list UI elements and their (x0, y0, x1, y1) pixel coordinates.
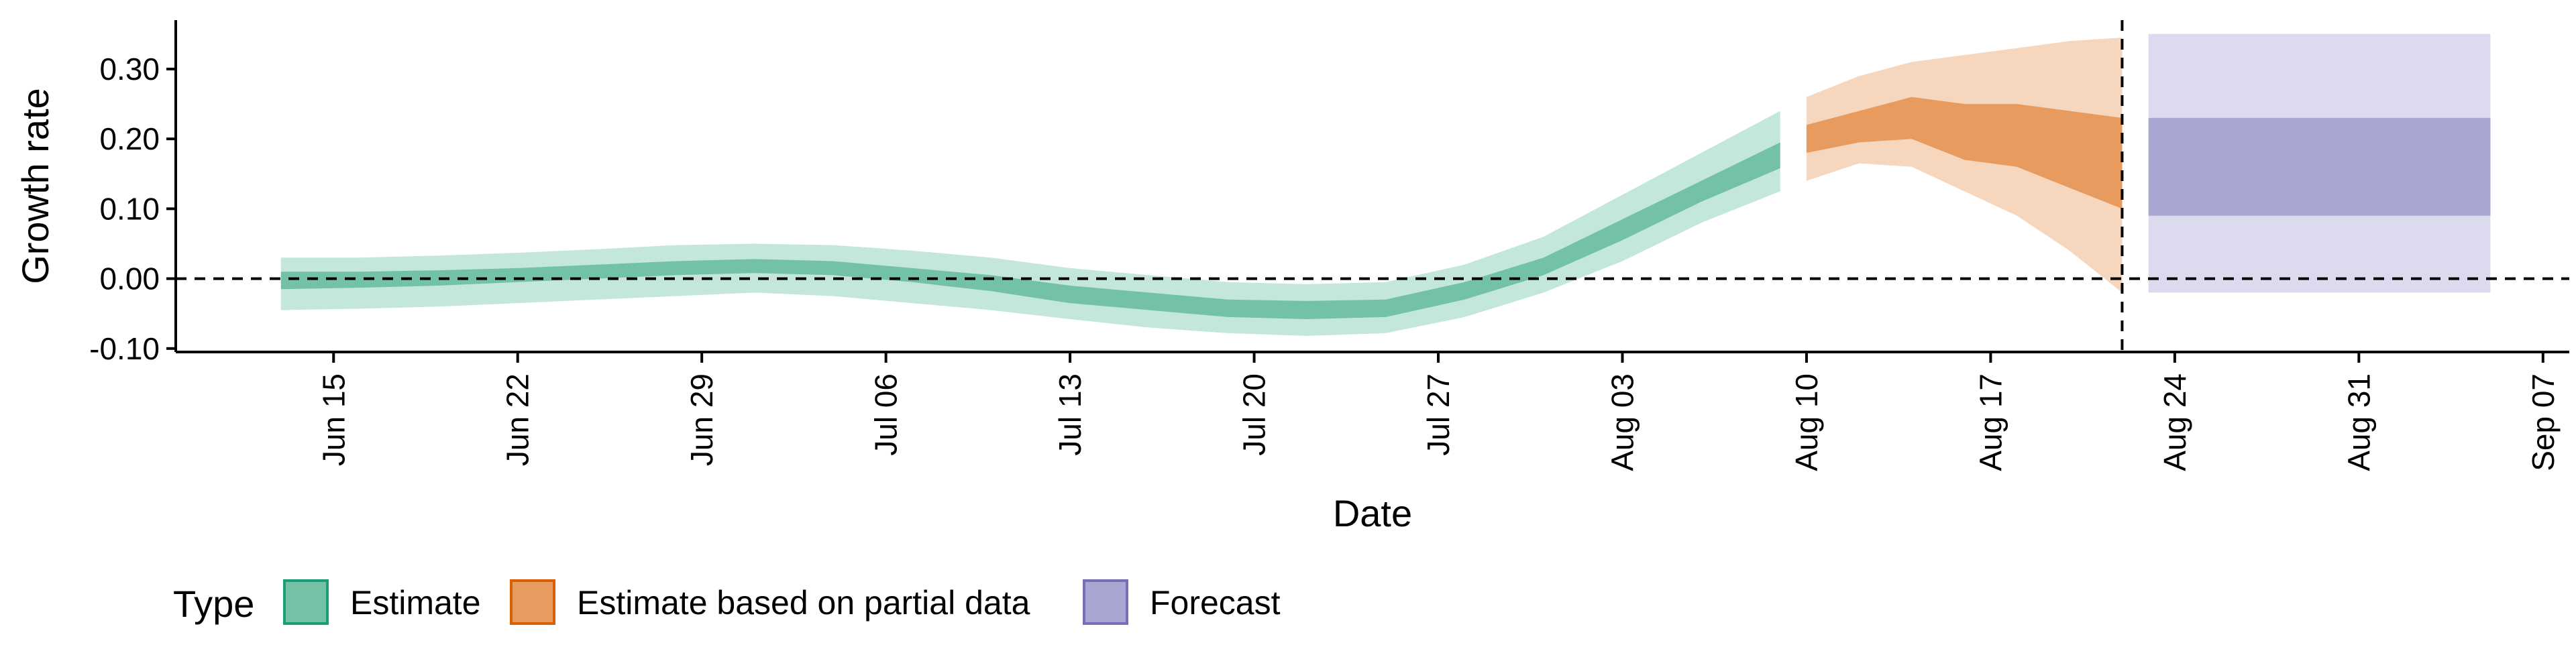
forecast-inner-band (2148, 117, 2491, 216)
y-tick-label: 0.00 (99, 261, 160, 296)
estimate-outer-band (280, 111, 1780, 336)
estimate-based-on-partial-data-outer-band (1806, 38, 2123, 293)
x-tick-label: Jul 06 (869, 373, 904, 456)
axes (174, 20, 2569, 353)
y-tick-label: 0.20 (99, 121, 160, 156)
x-tick-label: Jun 22 (500, 373, 535, 466)
estimate-based-on-partial-data-inner-band (1806, 97, 2123, 209)
x-tick-label: Jul 20 (1237, 373, 1272, 456)
reference-lines (176, 20, 2569, 352)
legend-swatch (510, 579, 555, 625)
y-ticks: -0.10 0.00 0.10 0.20 0.30 (89, 52, 176, 366)
estimate-inner-band (280, 142, 1780, 319)
x-tick-label: Jul 13 (1053, 373, 1087, 456)
x-tick-label: Aug 03 (1605, 373, 1640, 471)
x-ticks: Jun 15 Jun 22 Jun 29 Jul 06 Jul 13 Jul 20 Jul … (316, 352, 2561, 471)
x-axis-title: Date (1333, 492, 1412, 534)
x-tick-label: Jul 27 (1421, 373, 1456, 456)
legend-label: Estimate (350, 584, 481, 622)
legend-label: Forecast (1150, 584, 1281, 622)
y-tick-label: 0.30 (99, 52, 160, 86)
x-tick-label: Jun 15 (316, 373, 351, 466)
legend-swatch (283, 579, 329, 625)
x-tick-label: Aug 17 (1973, 373, 2008, 471)
x-tick-label: Aug 10 (1789, 373, 1824, 471)
y-tick-label: -0.10 (89, 331, 160, 366)
x-tick-label: Jun 29 (684, 373, 719, 466)
x-tick-label: Sep 07 (2526, 373, 2561, 471)
legend-label: Estimate based on partial data (577, 584, 1030, 622)
legend: Type Estimate Estimate based on partial d… (173, 579, 1281, 625)
x-tick-label: Aug 24 (2157, 373, 2192, 471)
x-tick-label: Aug 31 (2341, 373, 2376, 471)
legend-title: Type (173, 583, 254, 625)
bands-layer (280, 34, 2491, 336)
y-axis-title: Growth rate (14, 88, 56, 284)
y-tick-label: 0.10 (99, 191, 160, 226)
legend-swatch (1083, 579, 1128, 625)
